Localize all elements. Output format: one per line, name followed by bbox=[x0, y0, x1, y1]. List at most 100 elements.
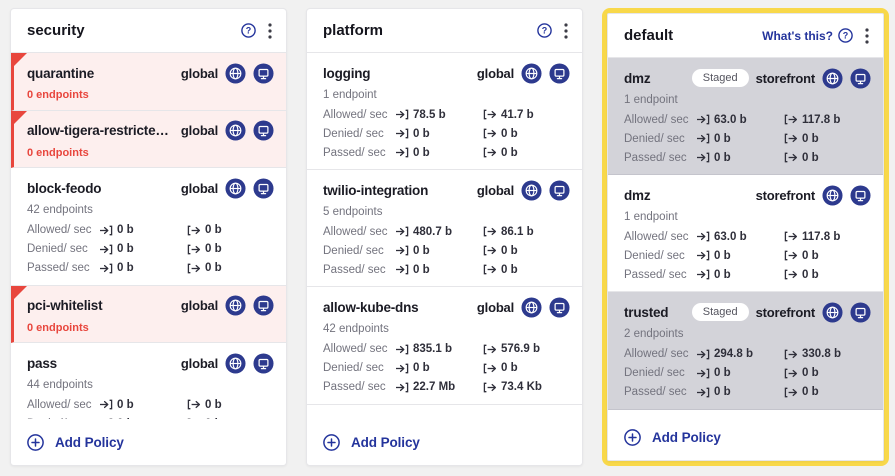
tier-menu-button[interactable] bbox=[264, 21, 276, 41]
stat-row-allowed: Allowed/ sec 294.8 b 330.8 b bbox=[624, 345, 871, 364]
policy-card-title-row: block-feodo global bbox=[27, 177, 274, 199]
endpoint-count: 1 endpoint bbox=[323, 89, 377, 101]
tier-menu-button[interactable] bbox=[560, 21, 572, 41]
arrow-into-bracket-icon bbox=[395, 226, 409, 237]
stat-label: Denied/ sec bbox=[27, 243, 88, 255]
namespace-monitor-icon bbox=[850, 302, 871, 323]
policy-card-title-row: trusted Staged storefront bbox=[624, 301, 871, 323]
whats-this-link[interactable]: What's this? ? bbox=[762, 28, 853, 43]
question-circle-icon: ? bbox=[537, 23, 552, 38]
policy-card[interactable]: logging global 1 endpoint Allowed/ sec 78… bbox=[307, 53, 582, 171]
stat-label: Allowed/ sec bbox=[624, 348, 689, 361]
stat-row-allowed: Allowed/ sec 78.5 b 41.7 b bbox=[323, 105, 570, 124]
endpoint-count: 42 endpoints bbox=[27, 204, 93, 217]
arrow-out-of-bracket-icon bbox=[784, 250, 798, 261]
policy-card[interactable]: trusted storefront bbox=[608, 409, 883, 414]
namespace-monitor-icon bbox=[549, 297, 570, 318]
arrow-out-of-bracket-icon bbox=[187, 418, 201, 419]
endpoint-count: 0 endpoints bbox=[27, 146, 89, 159]
egress-value: 0 b bbox=[187, 224, 222, 236]
stat-label: Denied/ sec bbox=[624, 367, 685, 380]
policy-card[interactable]: quarantine global 0 endpoints bbox=[11, 53, 286, 111]
policy-card[interactable]: allow-tigera-restricted-resources global… bbox=[11, 110, 286, 169]
arrow-into-bracket-icon bbox=[696, 368, 710, 379]
ingress-value: 22.7 Mb bbox=[395, 381, 483, 393]
arrow-into-bracket-icon bbox=[395, 128, 409, 139]
tier-column-platform: platform ? bbox=[306, 8, 583, 466]
scope-label: global bbox=[180, 298, 218, 313]
egress-value: 0 b bbox=[784, 250, 819, 262]
ingress-value: 0 b bbox=[395, 362, 483, 374]
policy-card[interactable]: trusted Staged storefront 2 endpoints Al… bbox=[608, 292, 883, 410]
ingress-value: 0 b bbox=[99, 262, 187, 274]
namespace-monitor-icon bbox=[549, 62, 570, 84]
egress-value: 0 b bbox=[784, 367, 819, 379]
arrow-out-of-bracket-icon bbox=[784, 133, 798, 144]
tier-footer: Add Policy bbox=[608, 414, 883, 460]
stat-label: Passed/ sec bbox=[624, 151, 687, 164]
arrow-out-of-bracket-icon bbox=[784, 114, 798, 125]
ingress-value: 0 b bbox=[395, 147, 483, 159]
arrow-out-of-bracket-icon bbox=[483, 147, 497, 158]
tier-cards: quarantine global 0 endpoints allow-tige… bbox=[11, 53, 286, 419]
namespace-monitor-icon bbox=[253, 353, 274, 374]
arrow-out-of-bracket-icon bbox=[483, 128, 497, 139]
policy-card[interactable]: block-feodo global 42 endpoints Allowed/… bbox=[11, 168, 286, 286]
namespace-monitor-icon bbox=[850, 67, 871, 89]
egress-value: 117.8 b bbox=[784, 231, 840, 243]
tier-header-actions: ? bbox=[532, 21, 572, 41]
stat-label: Denied/ sec bbox=[624, 132, 685, 145]
tier-header: platform ? bbox=[307, 9, 582, 53]
policy-name: dmz bbox=[624, 70, 651, 86]
policy-card[interactable]: pass global 44 endpoints Allowed/ sec 0 b… bbox=[11, 343, 286, 419]
arrow-into-bracket-icon bbox=[395, 264, 409, 275]
arrow-into-bracket-icon bbox=[395, 109, 409, 120]
policy-name: trusted bbox=[624, 304, 669, 320]
ingress-value: 835.1 b bbox=[395, 343, 483, 355]
arrow-into-bracket-icon bbox=[696, 349, 710, 360]
policy-card[interactable]: dmz storefront 1 endpoint Allowed/ sec 63… bbox=[608, 175, 883, 293]
arrow-out-of-bracket-icon bbox=[784, 269, 798, 280]
egress-value: 576.9 b bbox=[483, 343, 540, 355]
arrow-into-bracket-icon bbox=[696, 387, 710, 398]
policy-card[interactable]: pci-whitelist global 0 endpoints bbox=[11, 285, 286, 344]
namespace-monitor-icon bbox=[850, 185, 871, 206]
tier-menu-button[interactable] bbox=[861, 26, 873, 46]
endpoint-count: 1 endpoint bbox=[624, 211, 678, 224]
stat-label: Passed/ sec bbox=[624, 386, 687, 399]
scope-label: global bbox=[180, 180, 218, 196]
arrow-out-of-bracket-icon bbox=[483, 363, 497, 374]
whats-this-link[interactable]: ? bbox=[236, 23, 256, 38]
tier-cards: dmz Staged storefront 1 endpoint Allowed… bbox=[608, 58, 883, 414]
whats-this-label: What's this? bbox=[762, 28, 833, 43]
arrow-out-of-bracket-icon bbox=[187, 225, 201, 236]
stat-label: Allowed/ sec bbox=[27, 398, 92, 411]
add-policy-button[interactable]: Add Policy bbox=[323, 433, 420, 451]
namespace-monitor-icon bbox=[253, 62, 274, 84]
add-policy-button[interactable]: Add Policy bbox=[624, 428, 721, 446]
policy-name: dmz bbox=[624, 187, 651, 203]
stat-label: Denied/ sec bbox=[323, 127, 384, 140]
policy-stats: Allowed/ sec 294.8 b 330.8 b Denied/ sec 0 b… bbox=[624, 345, 871, 402]
namespace-monitor-icon bbox=[253, 178, 274, 199]
add-policy-label: Add Policy bbox=[652, 429, 721, 445]
globe-badge-icon bbox=[225, 178, 246, 199]
ingress-value: 480.7 b bbox=[395, 226, 483, 238]
policy-card[interactable]: twilio-integration global 5 endpoints Al… bbox=[307, 170, 582, 288]
arrow-into-bracket-icon bbox=[395, 344, 409, 355]
policy-card[interactable]: allow-kube-dns global 42 endpoints Allow… bbox=[307, 287, 582, 405]
whats-this-link[interactable]: ? bbox=[532, 23, 552, 38]
add-policy-button[interactable]: Add Policy bbox=[27, 433, 124, 451]
policy-card[interactable]: dmz Staged storefront 1 endpoint Allowed… bbox=[608, 58, 883, 176]
egress-value: 0 b bbox=[784, 152, 819, 164]
policy-stats: Allowed/ sec 835.1 b 576.9 b Denied/ sec 0 b… bbox=[323, 340, 570, 397]
ingress-value: 0 b bbox=[696, 152, 784, 164]
arrow-out-of-bracket-icon bbox=[187, 244, 201, 255]
egress-value: 0 b bbox=[483, 147, 518, 159]
